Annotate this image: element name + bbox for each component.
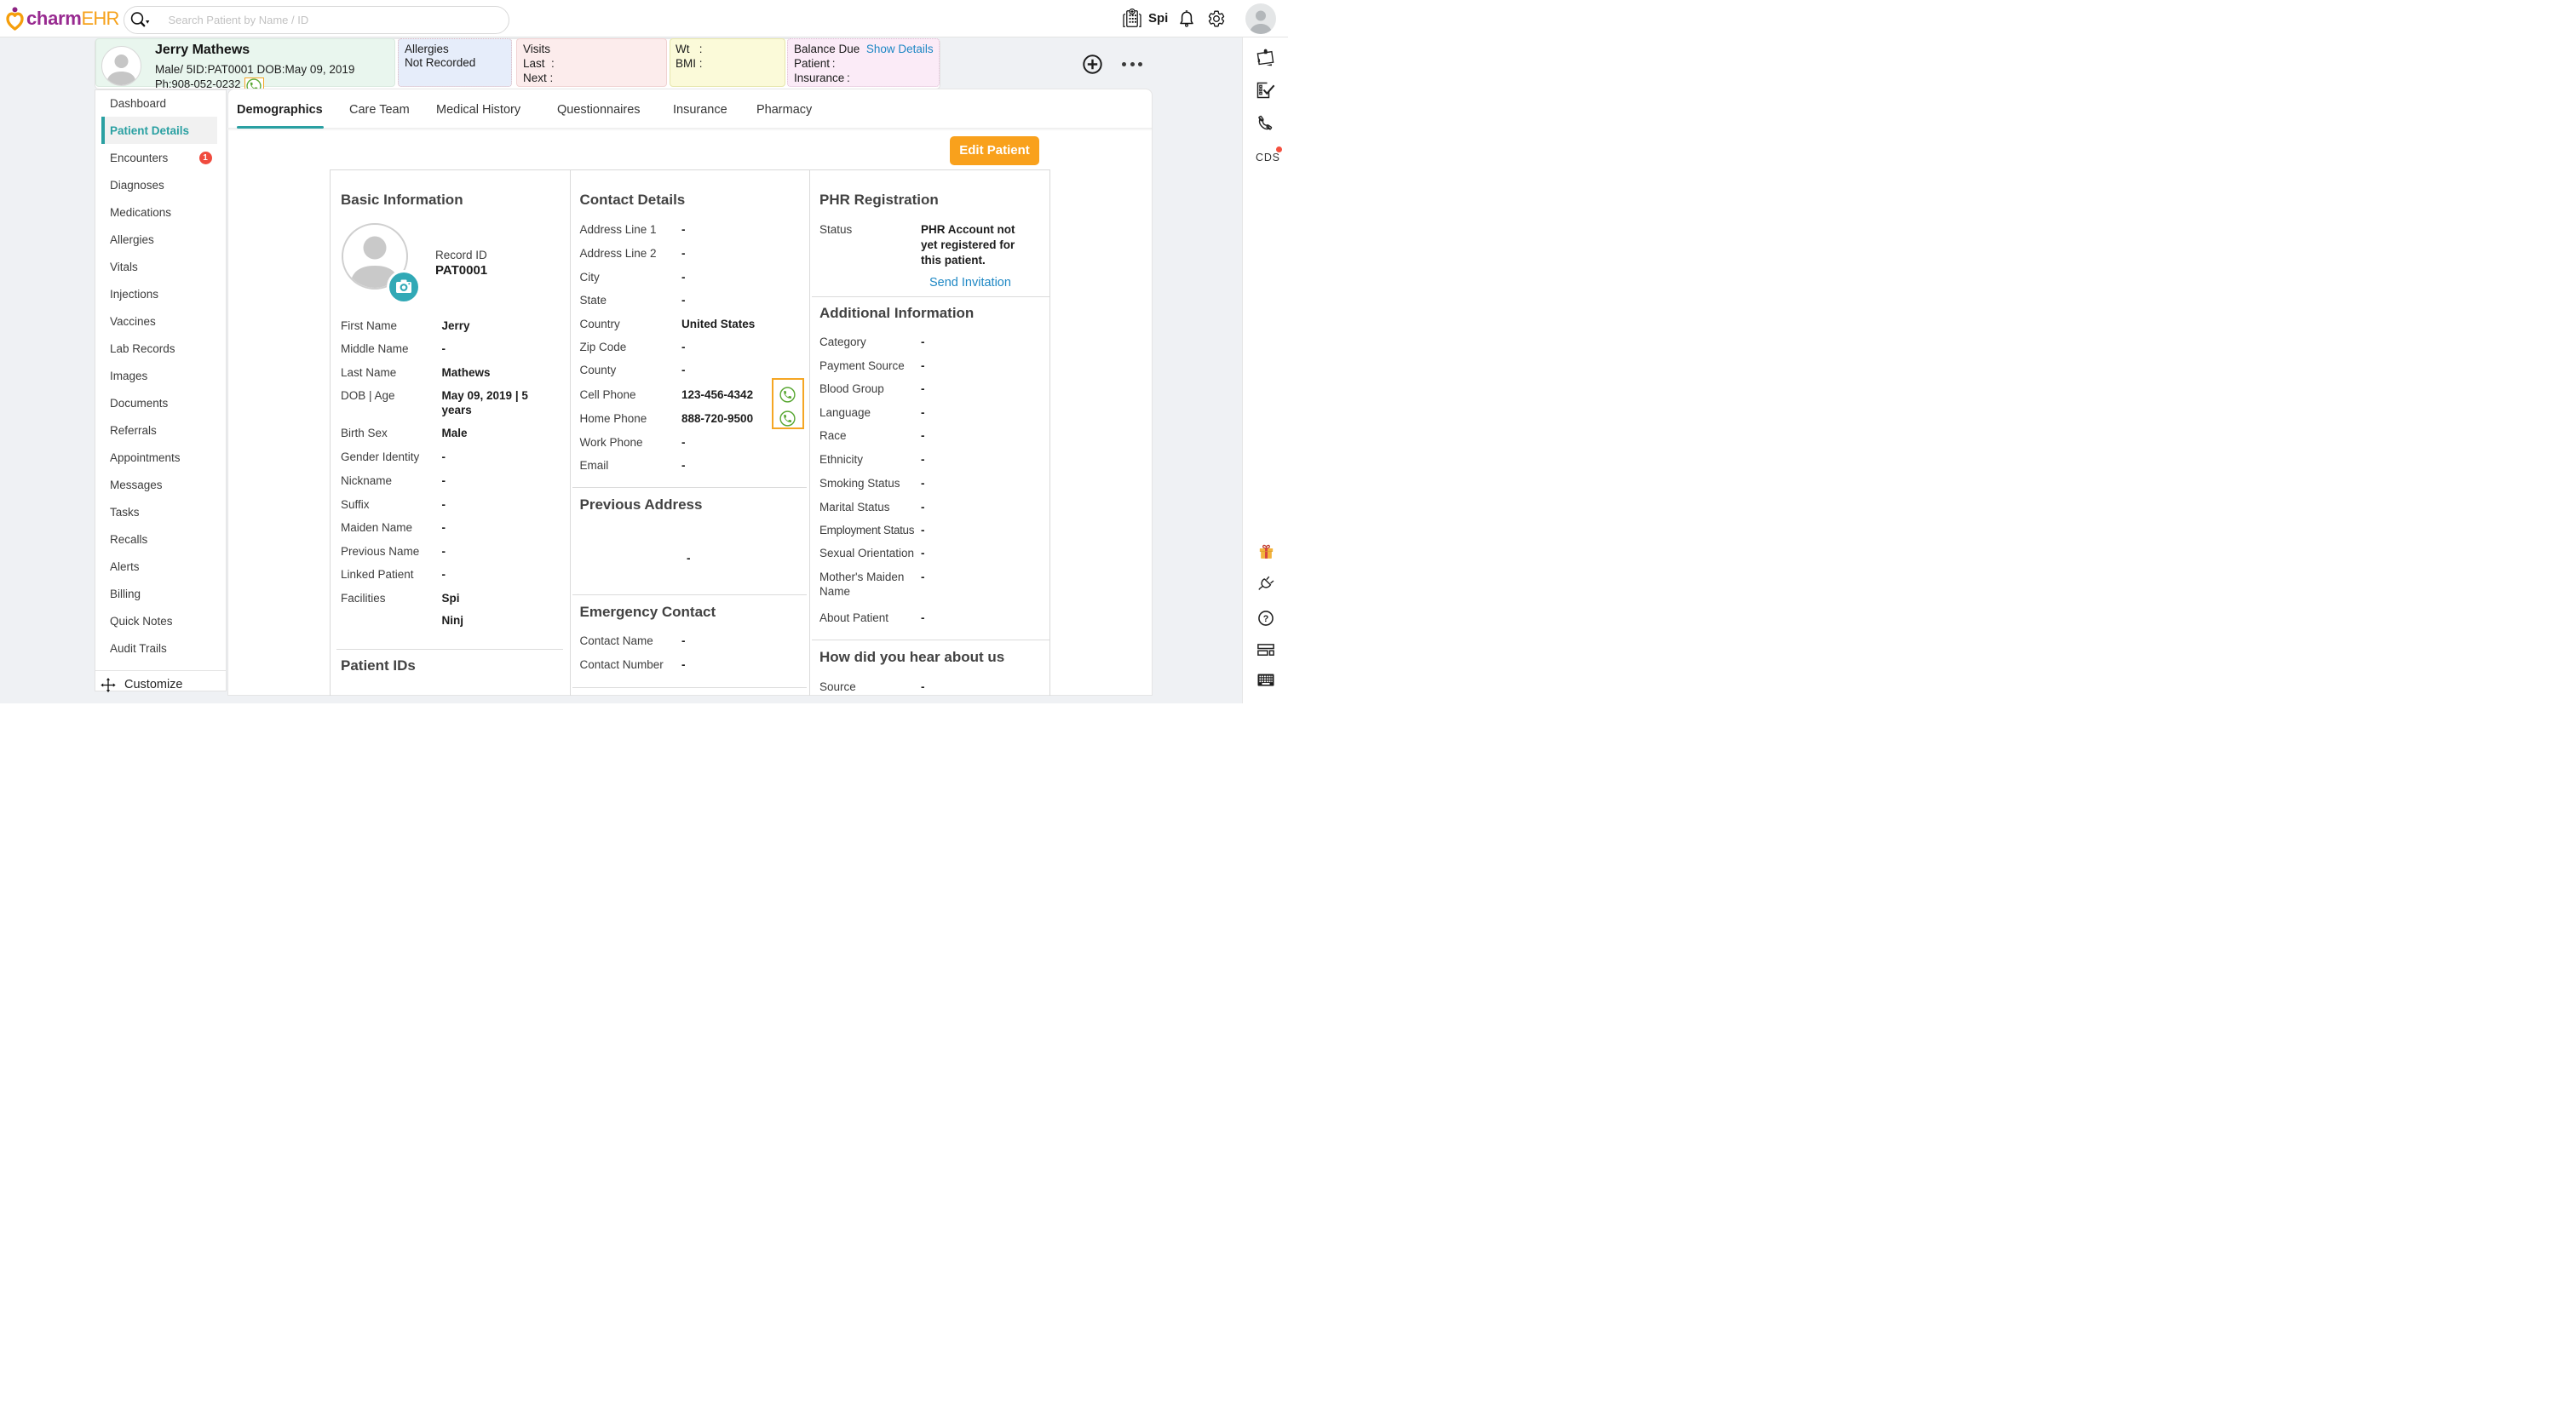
svg-text:?: ? <box>1263 614 1269 624</box>
